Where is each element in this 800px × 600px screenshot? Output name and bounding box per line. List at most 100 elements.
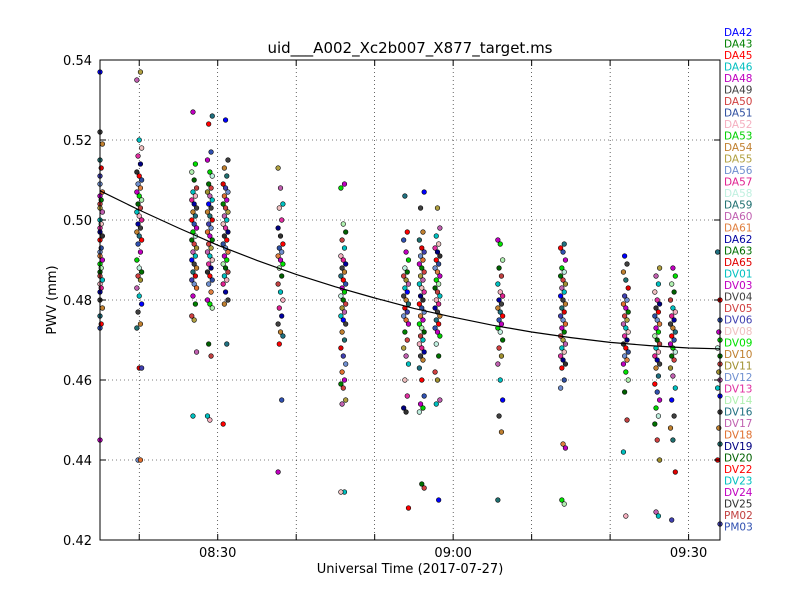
legend-entry: DV19 [724,441,752,453]
data-point [421,249,427,255]
data-point [417,353,424,359]
data-point [624,357,630,363]
data-point [139,269,145,275]
data-point [279,397,285,403]
data-point [497,329,503,335]
data-point [206,201,212,207]
data-point [498,353,505,359]
data-point [622,253,628,259]
data-point [189,197,195,203]
data-point [560,441,566,447]
data-point [402,285,408,291]
data-point [277,289,284,295]
data-point [434,289,441,295]
data-point [669,517,675,523]
data-point [497,289,503,295]
data-point [669,353,675,359]
x-tick-label: 09:30 [670,546,707,561]
data-point [653,325,659,331]
data-point [436,321,442,327]
data-point [189,257,195,263]
data-point [225,209,231,215]
data-point [562,445,569,451]
data-point [221,233,227,239]
data-point [437,293,443,299]
data-point [192,301,198,307]
data-point [401,405,407,411]
data-point [620,321,627,327]
data-point [500,397,506,403]
data-point [403,277,409,283]
data-point [139,177,145,183]
data-point [669,281,675,287]
legend-entry: DV20 [724,453,752,465]
chart-title: uid___A002_Xc2b007_X877_target.ms [267,39,552,58]
data-point [220,241,226,247]
data-point [655,329,662,335]
data-point [625,349,631,355]
data-point [416,261,422,267]
data-point [135,241,141,247]
data-point [714,345,721,351]
data-point [135,153,141,159]
y-tick-label: 0.48 [63,294,92,309]
data-point [496,413,502,419]
data-point [657,397,663,403]
data-point [405,505,412,511]
data-point [340,317,346,323]
data-point [437,397,443,403]
data-point [652,333,658,339]
data-point [421,189,427,195]
data-point [671,289,677,295]
data-point [497,309,503,315]
data-point [190,189,196,195]
data-point [207,417,213,423]
data-point [207,193,213,199]
data-point [137,185,144,191]
data-point [220,221,226,227]
data-point [495,497,501,503]
data-point [416,281,422,287]
data-point [189,277,195,283]
legend-entry: DV25 [724,499,752,511]
y-tick-label: 0.50 [63,214,92,229]
data-point [277,185,284,191]
data-point [652,353,658,359]
data-point [559,345,565,351]
data-point [343,397,349,403]
data-point [657,265,663,271]
data-point [652,421,658,427]
data-point [338,185,344,191]
data-point [191,201,197,207]
data-point [561,309,567,315]
data-point [405,281,412,287]
data-point [280,333,286,339]
data-point [417,401,424,407]
data-point [419,285,425,291]
data-point [139,365,145,371]
data-point [192,253,198,259]
data-point [433,257,439,263]
data-point [623,325,629,331]
data-point [209,113,215,119]
data-point [209,217,215,223]
data-point [338,253,344,259]
data-point [562,281,569,287]
data-point [420,317,426,323]
data-point [339,237,345,243]
data-point [671,413,677,419]
data-point [562,257,569,263]
x-tick-label: 08:30 [199,546,236,561]
data-point [420,357,426,363]
data-point [405,257,412,263]
data-point [416,301,422,307]
data-point [206,181,212,187]
data-point [495,305,501,311]
data-point [416,237,422,243]
data-point [436,497,442,503]
axis-ticks: 08:30 09:00 09:30 0.42 0.44 0.46 0.48 0.50 0.52 0… [63,54,720,561]
legend-entry: PM02 [724,510,753,522]
data-point [276,245,282,251]
data-point [139,197,145,203]
data-point [222,225,229,231]
